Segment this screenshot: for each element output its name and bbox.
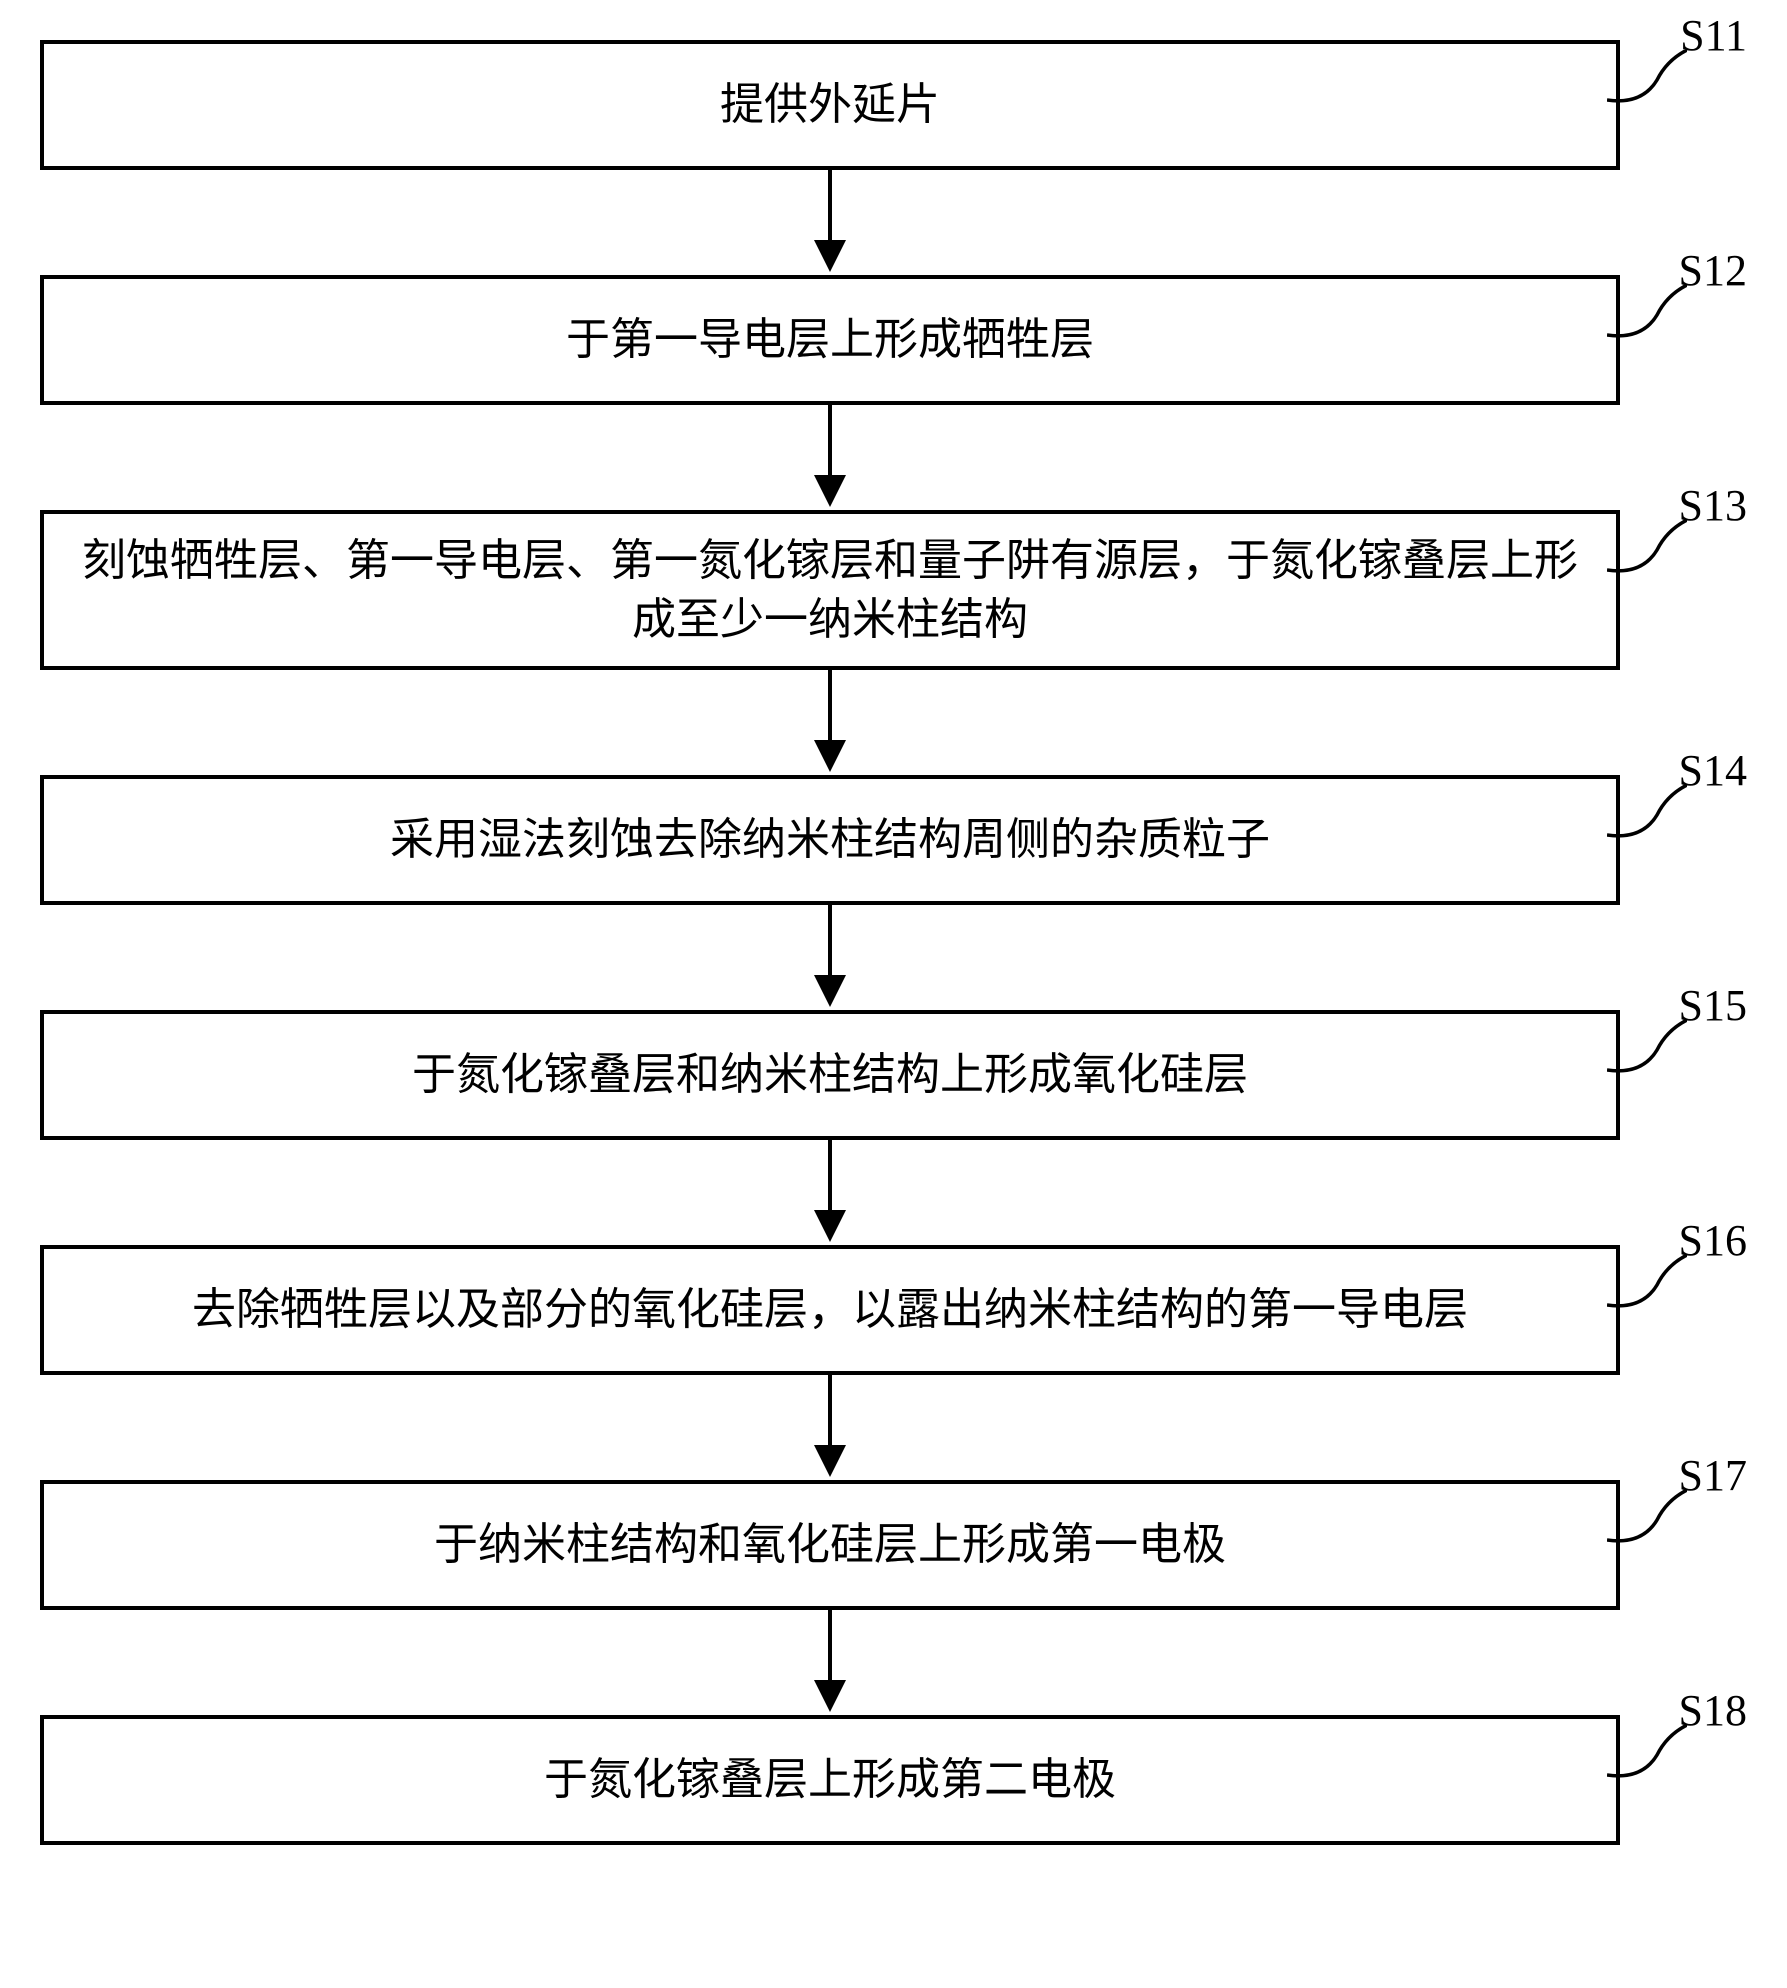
step-text: 刻蚀牺牲层、第一导电层、第一氮化镓层和量子阱有源层，于氮化镓叠层上形成至少一纳米… <box>68 531 1592 650</box>
label-connector-curve <box>1607 285 1687 355</box>
flow-arrow <box>40 405 1620 510</box>
flow-arrow <box>40 1140 1620 1245</box>
flow-step-s14: 采用湿法刻蚀去除纳米柱结构周侧的杂质粒子S14 <box>40 775 1747 905</box>
step-box: 刻蚀牺牲层、第一导电层、第一氮化镓层和量子阱有源层，于氮化镓叠层上形成至少一纳米… <box>40 510 1620 670</box>
step-label: S14 <box>1679 745 1747 796</box>
label-connector-curve <box>1607 1255 1687 1325</box>
step-label: S18 <box>1679 1685 1747 1736</box>
arrow-head-icon <box>814 975 846 1007</box>
step-label: S13 <box>1679 480 1747 531</box>
arrow-head-icon <box>814 240 846 272</box>
flow-step-s15: 于氮化镓叠层和纳米柱结构上形成氧化硅层S15 <box>40 1010 1747 1140</box>
arrow-line <box>828 170 832 247</box>
label-connector-curve <box>1607 1020 1687 1090</box>
step-text: 于纳米柱结构和氧化硅层上形成第一电极 <box>434 1515 1226 1574</box>
step-box: 采用湿法刻蚀去除纳米柱结构周侧的杂质粒子 <box>40 775 1620 905</box>
step-text: 于氮化镓叠层和纳米柱结构上形成氧化硅层 <box>412 1045 1248 1104</box>
arrow-line <box>828 405 832 482</box>
step-label: S11 <box>1680 10 1747 61</box>
arrow-head-icon <box>814 1445 846 1477</box>
label-connector-curve <box>1607 785 1687 855</box>
step-text: 采用湿法刻蚀去除纳米柱结构周侧的杂质粒子 <box>390 810 1270 869</box>
step-box: 于氮化镓叠层和纳米柱结构上形成氧化硅层 <box>40 1010 1620 1140</box>
label-connector-curve <box>1607 520 1687 590</box>
step-box: 于第一导电层上形成牺牲层 <box>40 275 1620 405</box>
step-label: S17 <box>1679 1450 1747 1501</box>
flow-arrow <box>40 1610 1620 1715</box>
arrow-line <box>828 905 832 982</box>
flow-arrow <box>40 1375 1620 1480</box>
flow-arrow <box>40 170 1620 275</box>
step-text: 去除牺牲层以及部分的氧化硅层，以露出纳米柱结构的第一导电层 <box>192 1280 1468 1339</box>
flow-step-s17: 于纳米柱结构和氧化硅层上形成第一电极S17 <box>40 1480 1747 1610</box>
step-label: S15 <box>1679 980 1747 1031</box>
flow-arrow <box>40 670 1620 775</box>
arrow-head-icon <box>814 1680 846 1712</box>
flow-step-s11: 提供外延片S11 <box>40 40 1747 170</box>
step-text: 提供外延片 <box>720 75 940 134</box>
step-text: 于氮化镓叠层上形成第二电极 <box>544 1750 1116 1809</box>
flow-step-s16: 去除牺牲层以及部分的氧化硅层，以露出纳米柱结构的第一导电层S16 <box>40 1245 1747 1375</box>
flowchart-container: 提供外延片S11于第一导电层上形成牺牲层S12刻蚀牺牲层、第一导电层、第一氮化镓… <box>40 40 1747 1845</box>
arrow-line <box>828 1140 832 1217</box>
step-label: S16 <box>1679 1215 1747 1266</box>
arrow-line <box>828 1375 832 1452</box>
arrow-line <box>828 670 832 747</box>
flow-step-s13: 刻蚀牺牲层、第一导电层、第一氮化镓层和量子阱有源层，于氮化镓叠层上形成至少一纳米… <box>40 510 1747 670</box>
arrow-head-icon <box>814 1210 846 1242</box>
step-label: S12 <box>1679 245 1747 296</box>
label-connector-curve <box>1607 1490 1687 1560</box>
flow-arrow <box>40 905 1620 1010</box>
label-connector-curve <box>1607 1725 1687 1795</box>
step-box: 于纳米柱结构和氧化硅层上形成第一电极 <box>40 1480 1620 1610</box>
flow-step-s18: 于氮化镓叠层上形成第二电极S18 <box>40 1715 1747 1845</box>
step-text: 于第一导电层上形成牺牲层 <box>566 310 1094 369</box>
arrow-head-icon <box>814 740 846 772</box>
arrow-head-icon <box>814 475 846 507</box>
step-box: 提供外延片 <box>40 40 1620 170</box>
label-connector-curve <box>1607 50 1687 120</box>
flow-step-s12: 于第一导电层上形成牺牲层S12 <box>40 275 1747 405</box>
step-box: 于氮化镓叠层上形成第二电极 <box>40 1715 1620 1845</box>
arrow-line <box>828 1610 832 1687</box>
step-box: 去除牺牲层以及部分的氧化硅层，以露出纳米柱结构的第一导电层 <box>40 1245 1620 1375</box>
